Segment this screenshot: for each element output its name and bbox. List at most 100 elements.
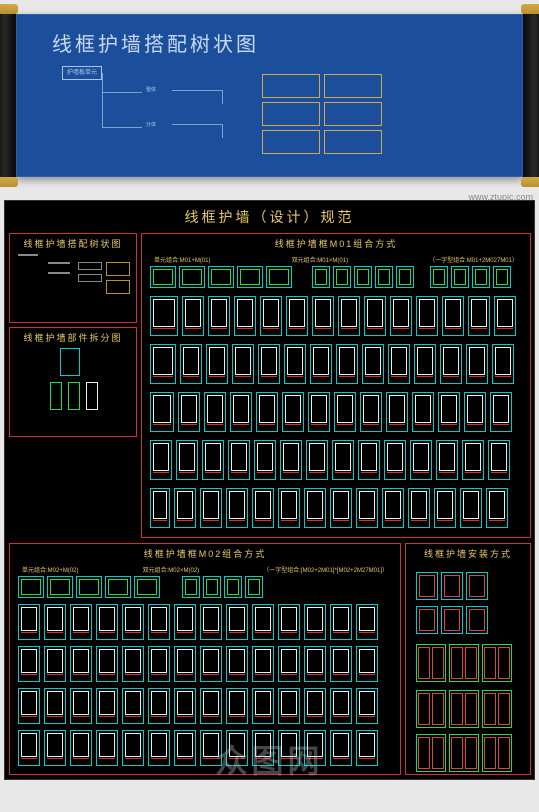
panel-tall — [410, 440, 432, 480]
panel-tall — [312, 296, 334, 336]
panel-tall — [488, 440, 510, 480]
panel-tall — [280, 440, 302, 480]
tree-leaf-box — [262, 130, 320, 154]
panel-wide — [430, 266, 448, 288]
panel-tall — [388, 344, 410, 384]
install-row-5 — [416, 734, 512, 772]
panel-tall — [486, 488, 508, 528]
panel-wide — [472, 266, 490, 288]
panel-tall — [364, 296, 386, 336]
install-double — [416, 734, 446, 772]
panel-tall — [252, 730, 274, 766]
part-panel — [60, 348, 80, 376]
panel-row — [150, 392, 512, 432]
panel-tall — [174, 604, 196, 640]
panel-row — [18, 730, 378, 766]
panel-tall — [252, 688, 274, 724]
panel-tall — [70, 730, 92, 766]
section-m02-title: 线框护墙框M02组合方式 — [10, 544, 400, 563]
panel-tall — [304, 646, 326, 682]
panel-tall — [252, 488, 274, 528]
section-m02: 线框护墙框M02组合方式 单元组合:M02+M(02) 双元组合:M02×M(0… — [9, 543, 401, 775]
panel-tall — [70, 604, 92, 640]
m01-wide-row-b — [312, 266, 414, 288]
install-double — [416, 644, 446, 682]
panel-wide — [105, 576, 131, 598]
install-double — [482, 644, 512, 682]
panel-tall — [174, 730, 196, 766]
panel-row — [18, 646, 378, 682]
mini-node — [106, 280, 130, 294]
panel-tall — [70, 646, 92, 682]
panel-wide — [150, 266, 176, 288]
panel-tall — [306, 440, 328, 480]
panel-tall — [226, 730, 248, 766]
install-panel — [416, 572, 438, 600]
m01-sub-a: 单元组合:M01+M(01) — [150, 253, 215, 266]
panel-wide — [237, 266, 263, 288]
panel-wide — [208, 266, 234, 288]
panel-tall — [96, 646, 118, 682]
section-parts: 线框护墙部件拆分图 — [9, 327, 137, 437]
panel-tall — [330, 488, 352, 528]
panel-tall — [96, 604, 118, 640]
panel-tall — [330, 688, 352, 724]
panel-tall — [286, 296, 308, 336]
panel-wide — [354, 266, 372, 288]
section-tree: 线框护墙搭配树状图 — [9, 233, 137, 323]
panel-tall — [460, 488, 482, 528]
panel-tall — [44, 688, 66, 724]
tree-diagram: 护墙板单元 整体 分体 — [62, 66, 382, 166]
m01-subheaders: 单元组合:M01+M(01) 双元组合:M01×M(01) （一字型组合:M01… — [142, 253, 530, 266]
panel-tall — [176, 440, 198, 480]
panel-tall — [148, 730, 170, 766]
panel-tall — [178, 392, 200, 432]
install-double — [416, 690, 446, 728]
panel-tall — [390, 296, 412, 336]
panel-tall — [416, 296, 438, 336]
part-panel — [50, 382, 62, 410]
panel-tall — [150, 296, 178, 336]
tree-branch — [172, 90, 222, 91]
mini-node — [18, 254, 38, 256]
blueprint-title: 线框护墙搭配树状图 — [52, 28, 259, 57]
panel-wide — [451, 266, 469, 288]
scroll-tube-left — [0, 8, 16, 183]
panel-tall — [304, 688, 326, 724]
panel-tall — [278, 646, 300, 682]
panel-tall — [332, 440, 354, 480]
install-row-1 — [416, 572, 488, 600]
panel-row — [18, 604, 378, 640]
panel-tall — [278, 604, 300, 640]
panel-tall — [200, 688, 222, 724]
panel-tall — [180, 344, 202, 384]
panel-tall — [200, 730, 222, 766]
panel-tall — [122, 688, 144, 724]
section-tree-title: 线框护墙搭配树状图 — [10, 234, 136, 253]
panel-row — [18, 688, 378, 724]
panel-tall — [252, 604, 274, 640]
panel-wide — [47, 576, 73, 598]
panel-tall — [260, 296, 282, 336]
mini-node — [78, 262, 102, 270]
panel-tall — [200, 488, 222, 528]
panel-wide — [76, 576, 102, 598]
install-double — [449, 644, 479, 682]
m02-sub-b: 双元组合:M02×M(02) — [139, 563, 204, 576]
panel-tall — [206, 344, 228, 384]
panel-tall — [96, 688, 118, 724]
panel-tall — [200, 646, 222, 682]
m02-sub-a: 单元组合:M02+M(02) — [18, 563, 83, 576]
panel-tall — [468, 296, 490, 336]
part-panel — [68, 382, 80, 410]
panel-tall — [204, 392, 226, 432]
panel-tall — [494, 296, 516, 336]
panel-tall — [464, 392, 486, 432]
panel-tall — [358, 440, 380, 480]
panel-tall — [282, 392, 304, 432]
panel-tall — [208, 296, 230, 336]
section-install-title: 线框护墙安装方式 — [406, 544, 530, 563]
panel-wide — [18, 576, 44, 598]
panel-tall — [408, 488, 430, 528]
section-m01-title: 线框护墙框M01组合方式 — [142, 234, 530, 253]
